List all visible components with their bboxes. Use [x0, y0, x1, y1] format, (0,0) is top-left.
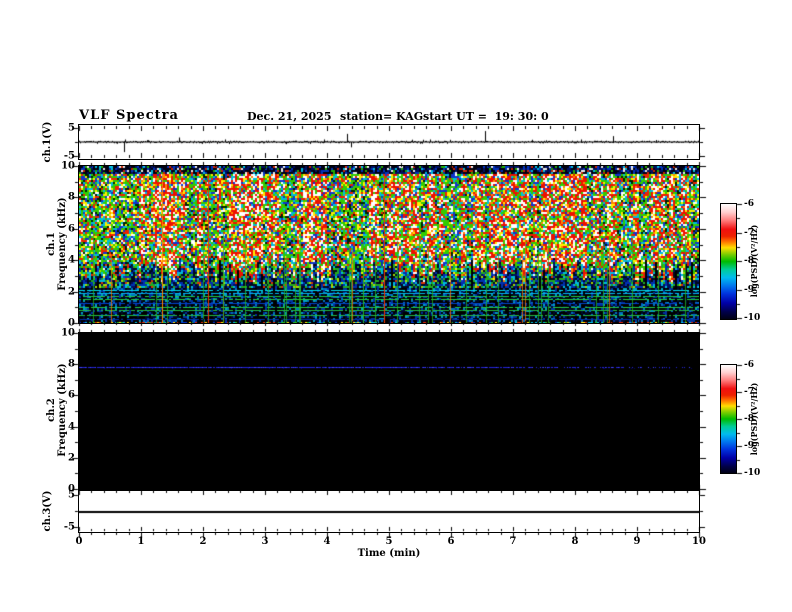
- ch1-spectrogram-panel: [78, 165, 700, 324]
- tick-label: 4: [323, 536, 331, 547]
- ch1-spec-label-line1: ch.1: [46, 232, 57, 256]
- colorbar-2: [720, 364, 737, 474]
- tick-label: 4: [68, 421, 75, 433]
- tick-label: 0: [68, 483, 75, 495]
- tick-label: -7: [744, 387, 754, 397]
- tick-label: 8: [68, 191, 75, 203]
- tick-label: -5: [63, 521, 75, 533]
- tick-label: 6: [68, 389, 75, 401]
- ch1-spec-label-line2: Frequency (kHz): [57, 197, 68, 291]
- colorbar-1-gradient: [721, 204, 736, 319]
- tick-label: 0: [75, 536, 83, 547]
- colorbar-2-gradient: [721, 365, 736, 473]
- tick-label: 6: [447, 536, 455, 547]
- tick-label: 5: [385, 536, 393, 547]
- time-axis-label: Time (min): [357, 548, 421, 559]
- tick-label: -8: [744, 256, 754, 266]
- tick-label: -6: [744, 199, 754, 209]
- plot-date: Dec. 21, 2025: [247, 110, 332, 123]
- ch1-spectrogram-canvas: [79, 166, 699, 323]
- tick-label: -10: [744, 313, 761, 323]
- tick-label: 3: [261, 536, 269, 547]
- tick-label: 5: [68, 122, 75, 134]
- ch2-spec-label-line2: Frequency (kHz): [57, 363, 68, 457]
- tick-label: 9: [633, 536, 641, 547]
- plot-station: station= KAG: [340, 110, 424, 123]
- tick-label: 10: [61, 160, 75, 172]
- plot-start-ut: start UT = 19: 30: 0: [423, 110, 549, 123]
- ch2-spectrogram-panel: [78, 332, 700, 490]
- tick-label: -8: [744, 414, 754, 424]
- tick-label: 2: [68, 452, 75, 464]
- tick-label: 7: [509, 536, 517, 547]
- tick-label: 6: [68, 223, 75, 235]
- ch1-voltage-panel: [78, 124, 700, 160]
- tick-label: 1: [137, 536, 145, 547]
- tick-label: 2: [68, 286, 75, 298]
- tick-label: -7: [744, 228, 754, 238]
- tick-label: 4: [68, 254, 75, 266]
- colorbar-1: [720, 203, 737, 320]
- tick-label: -10: [744, 468, 761, 478]
- ch3-voltage-panel: [78, 490, 700, 533]
- plot-title: VLF Spectra: [79, 108, 179, 123]
- tick-label: -6: [744, 360, 754, 370]
- tick-label: 8: [571, 536, 579, 547]
- ch2-spec-label-line1: ch.2: [46, 398, 57, 422]
- tick-label: 10: [692, 536, 706, 547]
- ch2-spectrogram-canvas: [79, 333, 699, 489]
- ch3-waveform-canvas: [79, 491, 699, 532]
- ch1-waveform-canvas: [79, 125, 699, 159]
- tick-label: 2: [199, 536, 207, 547]
- tick-label: 8: [68, 358, 75, 370]
- tick-label: -9: [744, 285, 754, 295]
- tick-label: 10: [61, 327, 75, 339]
- tick-label: -9: [744, 441, 754, 451]
